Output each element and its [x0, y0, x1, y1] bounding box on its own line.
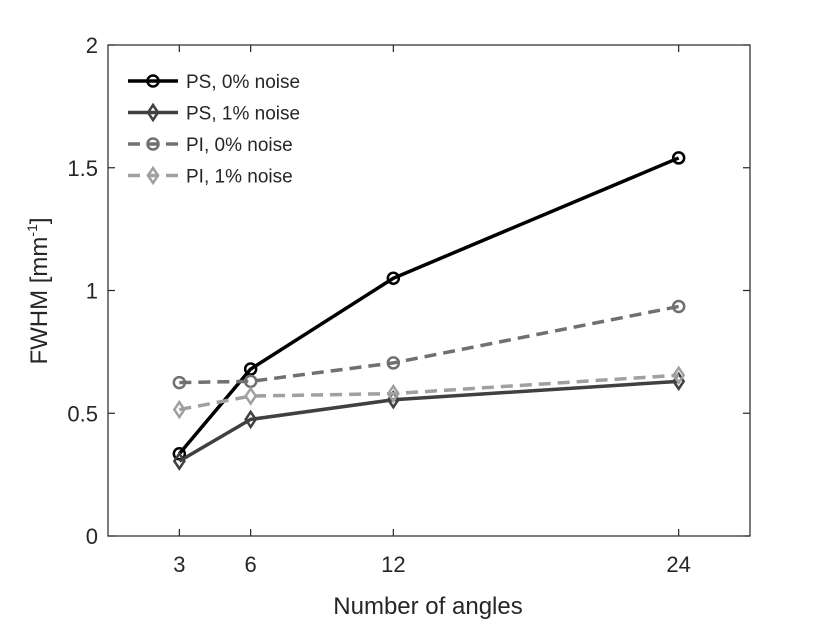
x-axis-title: Number of angles	[333, 593, 522, 620]
legend-marker	[146, 74, 160, 88]
series-line	[178, 379, 679, 463]
legend-marker	[146, 165, 160, 186]
data-point	[672, 365, 686, 385]
series-1	[172, 151, 686, 461]
y-tick-label: 2	[86, 33, 98, 58]
y-tick-label: 0	[86, 524, 98, 549]
data-point	[172, 375, 187, 390]
series-line	[179, 304, 680, 385]
legend-item: PI, 0% noise	[128, 135, 293, 156]
legend-item: PS, 0% noise	[128, 72, 300, 93]
y-axis-title-close: ]	[26, 217, 53, 224]
x-tick-label: 3	[173, 552, 185, 577]
y-tick-label: 1	[86, 279, 98, 304]
x-tick-label: 24	[666, 552, 690, 577]
series-line	[177, 156, 680, 455]
data-point	[671, 151, 686, 165]
data-point	[671, 299, 686, 314]
data-point	[386, 356, 401, 370]
y-axis-title-superscript: -1	[24, 224, 40, 237]
data-point	[386, 271, 401, 285]
series-3	[172, 299, 686, 390]
y-tick-label: 1.5	[67, 156, 98, 181]
series-line	[179, 373, 679, 412]
x-axis: 3 6 12 24	[173, 45, 691, 577]
data-point	[243, 362, 258, 376]
data-point	[172, 451, 186, 471]
data-point	[244, 386, 258, 406]
legend-label: PS, 0% noise	[186, 72, 300, 93]
x-tick-label: 12	[381, 552, 405, 577]
series-4	[172, 365, 686, 420]
y-axis: 0 0.5 1 1.5 2	[67, 33, 750, 549]
legend-label: PI, 0% noise	[186, 135, 293, 156]
legend-label: PI, 1% noise	[186, 167, 293, 188]
series-layer	[172, 151, 686, 471]
legend-marker	[146, 137, 160, 151]
legend: PS, 0% noise PS, 1% noise PI, 0% noise PI, …	[118, 60, 354, 198]
data-point	[386, 383, 400, 404]
legend-marker	[146, 102, 160, 123]
y-tick-label: 0.5	[67, 401, 98, 426]
x-tick-label: 6	[245, 552, 257, 577]
y-axis-title-main: FWHM [mm	[26, 237, 53, 365]
y-axis-title: FWHM [mm-1]	[24, 217, 53, 364]
legend-item: PI, 1% noise	[128, 165, 293, 188]
data-point	[244, 409, 258, 430]
data-point	[172, 399, 186, 420]
legend-item: PS, 1% noise	[128, 102, 300, 125]
legend-label: PS, 1% noise	[186, 104, 300, 125]
